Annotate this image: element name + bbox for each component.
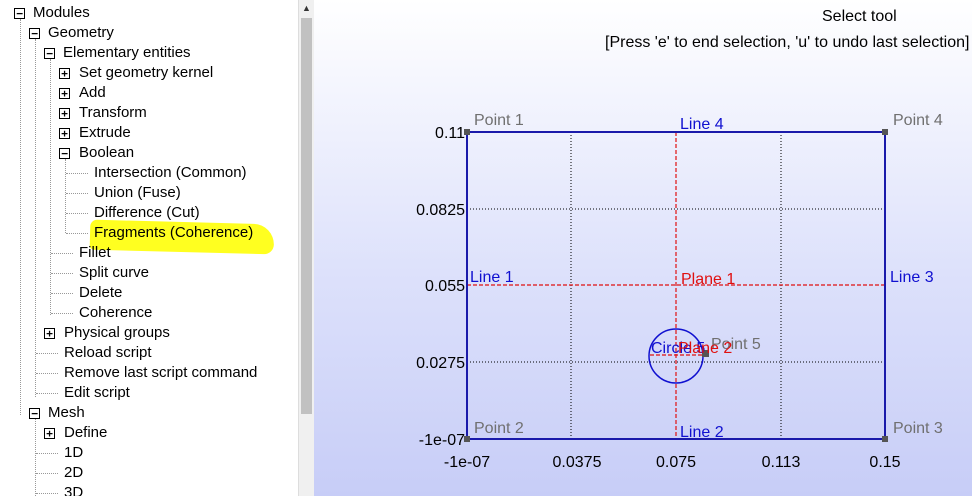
point-1[interactable] <box>464 129 470 135</box>
tree-item-label: Extrude <box>79 124 131 141</box>
tree-connector <box>65 159 66 233</box>
tree-connector <box>66 233 88 234</box>
status-hint: [Press 'e' to end selection, 'u' to undo… <box>605 34 970 51</box>
outer-rectangle[interactable] <box>466 131 886 440</box>
tree-item-label: Mesh <box>48 404 85 421</box>
tree-item-label: Boolean <box>79 144 135 161</box>
tree-connector <box>51 313 73 314</box>
expand-icon[interactable]: + <box>44 428 55 439</box>
module-tree[interactable]: − Modules − Geometry − Elementary entiti… <box>0 0 298 496</box>
tree-item-label: 3D <box>64 484 84 496</box>
expand-icon[interactable]: + <box>59 88 70 99</box>
plane-label: Plane 2 <box>678 340 732 357</box>
expand-icon[interactable]: + <box>59 68 70 79</box>
tree-item-label: Edit script <box>64 384 130 401</box>
tree-connector <box>36 453 58 454</box>
tree-item-label: 2D <box>64 464 84 481</box>
line-label: Line 2 <box>680 424 724 441</box>
point-2[interactable] <box>464 436 470 442</box>
tree-connector <box>51 273 73 274</box>
axis-labels: -1e-07 0.0375 0.075 0.113 0.15 0.11 0.08… <box>416 125 901 471</box>
point-label: Point 3 <box>893 420 943 437</box>
x-tick-label: 0.075 <box>656 454 696 471</box>
x-tick-label: 0.113 <box>762 454 801 471</box>
y-tick-label: 0.055 <box>425 278 465 295</box>
x-tick-label: 0.15 <box>869 454 900 471</box>
expand-icon[interactable]: + <box>59 128 70 139</box>
line-label: Line 1 <box>470 269 514 286</box>
point-4[interactable] <box>882 129 888 135</box>
y-tick-label: 0.0825 <box>416 202 465 219</box>
plane-labels: Plane 1 Plane 2 <box>678 271 735 357</box>
scroll-up-icon[interactable]: ▲ <box>302 3 311 13</box>
tree-connector <box>36 353 58 354</box>
point-5[interactable] <box>702 350 709 357</box>
x-tick-label: 0.0375 <box>553 454 602 471</box>
plane-edges <box>467 132 885 439</box>
tree-item-label: Fragments (Coherence) <box>94 224 254 241</box>
point-label: Point 1 <box>474 112 524 129</box>
line-labels: Line 4 Line 1 Line 3 Line 2 Circle 5 <box>470 116 934 441</box>
tree-connector <box>66 193 88 194</box>
tree-item-label: Reload script <box>64 344 152 361</box>
tree-item-label: Add <box>79 84 106 101</box>
point-3[interactable] <box>882 436 888 442</box>
collapse-icon[interactable]: − <box>29 408 40 419</box>
collapse-icon[interactable]: − <box>44 48 55 59</box>
status-title: Select tool <box>822 8 897 25</box>
tree-connector <box>50 59 51 315</box>
tree-item-label: Elementary entities <box>63 44 191 61</box>
tree-item-label: Intersection (Common) <box>94 164 247 181</box>
tree-item-label: Coherence <box>79 304 153 321</box>
tree-item-label: Physical groups <box>64 324 170 341</box>
tree-item-label: Modules <box>33 4 90 21</box>
tree-item-label: Remove last script command <box>64 364 258 381</box>
collapse-icon[interactable]: − <box>59 148 70 159</box>
tree-connector <box>66 173 88 174</box>
tree-connector <box>51 293 73 294</box>
y-tick-label: 0.11 <box>435 125 465 142</box>
tree-item-label: Union (Fuse) <box>94 184 181 201</box>
x-tick-label: -1e-07 <box>444 454 490 471</box>
tree-item-label: Set geometry kernel <box>79 64 214 81</box>
point-label: Point 5 <box>711 336 761 353</box>
line-label: Line 3 <box>890 269 934 286</box>
points <box>464 129 888 442</box>
tree-connector <box>36 493 58 494</box>
tree-item-label: Transform <box>79 104 147 121</box>
collapse-icon[interactable]: − <box>14 8 25 19</box>
point-label: Point 4 <box>893 112 943 129</box>
circle-label: Circle 5 <box>651 340 705 357</box>
tree-item-label: Split curve <box>79 264 150 281</box>
tree-connector <box>36 393 58 394</box>
tree-scrollbar[interactable]: ▲ <box>298 0 314 496</box>
line-label: Line 4 <box>680 116 724 133</box>
tree-item-label: Geometry <box>48 24 114 41</box>
collapse-icon[interactable]: − <box>29 28 40 39</box>
y-tick-label: -1e-07 <box>419 432 465 449</box>
geometry-canvas[interactable]: -1e-07 0.0375 0.075 0.113 0.15 0.11 0.08… <box>314 0 972 496</box>
tree-connector <box>36 373 58 374</box>
tree-connector <box>35 419 36 496</box>
tree-connector <box>66 213 88 214</box>
tree-item-label: Delete <box>79 284 123 301</box>
tree-item-label: Define <box>64 424 108 441</box>
tree-connector <box>35 39 36 397</box>
scrollbar-thumb[interactable] <box>301 18 312 414</box>
point-label: Point 2 <box>474 420 524 437</box>
plane-label: Plane 1 <box>681 271 735 288</box>
tree-item-label: Difference (Cut) <box>94 204 200 221</box>
graphics-viewport[interactable]: Select tool [Press 'e' to end selection,… <box>314 0 972 496</box>
expand-icon[interactable]: + <box>59 108 70 119</box>
tree-item-label: 1D <box>64 444 84 461</box>
tree-connector <box>51 253 73 254</box>
tree-item-label: Fillet <box>79 244 111 261</box>
point-labels: Point 1 Point 4 Point 2 Point 3 Point 5 <box>474 112 943 437</box>
y-tick-label: 0.0275 <box>416 355 465 372</box>
tree-connector <box>36 473 58 474</box>
tree-connector <box>20 19 21 415</box>
expand-icon[interactable]: + <box>44 328 55 339</box>
